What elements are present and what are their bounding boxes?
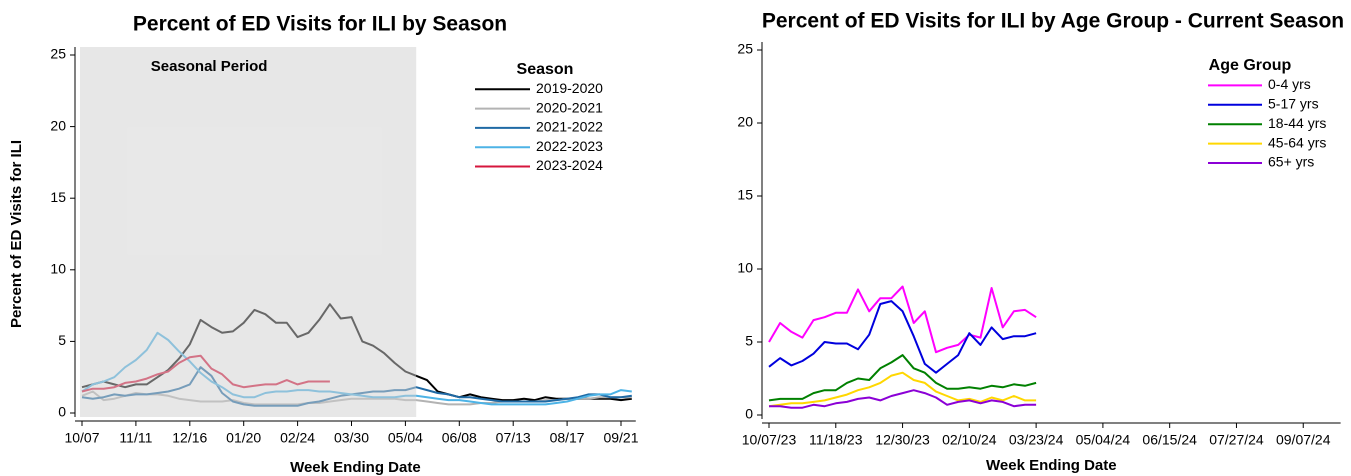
y-tick-label: 20 [50, 117, 66, 133]
y-tick-label: 5 [58, 332, 66, 348]
legend-label: 0-4 yrs [1268, 76, 1311, 92]
y-tick-label: 10 [737, 260, 753, 276]
y-tick-label: 0 [745, 406, 753, 422]
y-tick-label: 0 [58, 404, 66, 420]
legend-label: 18-44 yrs [1268, 115, 1326, 131]
x-tick-label: 02/24 [280, 430, 315, 446]
legend-title: Age Group [1209, 57, 1292, 74]
x-tick-label: 06/15/24 [1142, 432, 1197, 448]
legend-label: 45-64 yrs [1268, 134, 1326, 150]
x-tick-label: 03/23/24 [1009, 432, 1064, 448]
y-tick-label: 5 [745, 333, 753, 349]
x-tick-label: 10/07/23 [742, 432, 797, 448]
x-tick-label: 07/27/24 [1209, 432, 1264, 448]
legend-label: 2019-2020 [536, 80, 603, 96]
series-line [768, 300, 1037, 374]
x-tick-label: 06/08 [442, 430, 477, 446]
chart: Percent of ED Visits for ILI by Season We… [8, 13, 639, 476]
legend-label: 2022-2023 [536, 138, 603, 154]
series-line [768, 371, 1037, 408]
x-tick-label: 08/17 [550, 430, 585, 446]
legend-title: Season [517, 61, 574, 78]
chart-title: Percent of ED Visits for ILI by Season [133, 13, 507, 36]
x-tick-label: 05/04/24 [1076, 432, 1131, 448]
x-axis-label: Week Ending Date [986, 457, 1117, 474]
legend-label: 2020-2021 [536, 99, 603, 115]
x-tick-label: 02/10/24 [942, 432, 997, 448]
chart-title: Percent of ED Visits for ILI by Age Grou… [762, 10, 1344, 33]
y-axis-label: Percent of ED Visits for ILI [8, 140, 25, 328]
series-line [768, 354, 1037, 402]
x-tick-label: 11/11 [119, 430, 152, 446]
x-tick-label: 05/04 [388, 430, 423, 446]
x-tick-label: 09/21 [603, 430, 638, 446]
chart: Percent of ED Visits for ILI by Age Grou… [737, 10, 1344, 474]
x-tick-label: 01/20 [226, 430, 261, 446]
x-axis-label: Week Ending Date [290, 459, 421, 476]
legend-label: 5-17 yrs [1268, 96, 1319, 112]
legend-label: 65+ yrs [1268, 154, 1314, 170]
x-tick-label: 10/07 [64, 430, 99, 446]
legend-label: 2023-2024 [536, 157, 603, 173]
series-line [769, 389, 1037, 409]
x-tick-label: 07/13 [496, 430, 531, 446]
shaded-period-label: Seasonal Period [151, 58, 268, 75]
y-tick-label: 15 [737, 187, 753, 203]
y-tick-label: 15 [50, 189, 66, 205]
y-tick-label: 10 [50, 261, 66, 277]
y-tick-label: 25 [50, 46, 66, 62]
x-tick-label: 12/16 [172, 430, 207, 446]
x-tick-label: 09/07/24 [1276, 432, 1331, 448]
series-line [768, 285, 1037, 354]
y-tick-label: 20 [737, 114, 753, 130]
legend-label: 2021-2022 [536, 119, 603, 135]
x-tick-label: 12/30/23 [875, 432, 930, 448]
x-tick-label: 03/30 [334, 430, 369, 446]
y-tick-label: 25 [737, 41, 753, 57]
x-tick-label: 11/18/23 [809, 432, 863, 448]
shaded-period [80, 47, 417, 417]
